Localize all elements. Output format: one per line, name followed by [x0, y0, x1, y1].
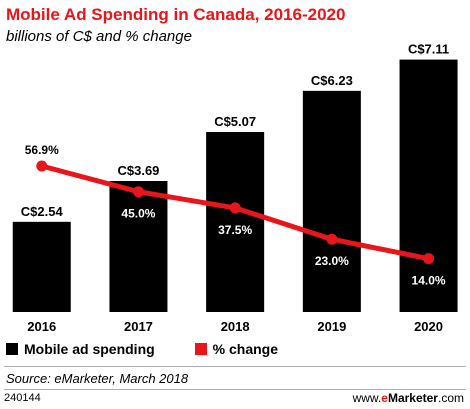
bar-2020: [399, 59, 458, 312]
x-axis-labels: 2016 2017 2018 2019 2020: [27, 319, 443, 334]
bar-value-label: C$2.54: [21, 204, 64, 219]
source-note: Source: eMarketer, March 2018: [6, 371, 189, 386]
line-value-label: 56.9%: [25, 143, 59, 157]
brand-footer: www.eMarketer.com: [353, 391, 464, 405]
bar-value-label: C$3.69: [117, 163, 159, 178]
divider: [4, 389, 466, 390]
legend-swatch-black: [6, 343, 18, 355]
brand-suffix: .com: [437, 391, 464, 405]
line-value-label: 14.0%: [412, 274, 446, 288]
brand-e: e: [381, 391, 388, 405]
line-value-label: 37.5%: [218, 223, 252, 237]
legend-label: % change: [212, 341, 279, 357]
line-point-2019: [326, 233, 338, 245]
line-value-label: 23.0%: [315, 254, 349, 268]
x-tick-label: 2019: [317, 319, 346, 334]
legend-item-mobile-ad-spending: Mobile ad spending: [6, 341, 155, 357]
x-tick-label: 2017: [124, 319, 153, 334]
divider: [4, 366, 466, 367]
line-point-2020: [423, 253, 435, 265]
chart-subtitle: billions of C$ and % change: [6, 28, 192, 45]
legend-item-percent-change: % change: [194, 341, 279, 357]
legend: Mobile ad spending % change: [6, 339, 318, 359]
legend-swatch-red: [194, 343, 207, 355]
x-tick-label: 2018: [221, 319, 250, 334]
brand-prefix: www.: [352, 391, 382, 405]
line-point-2016: [36, 160, 48, 172]
chart-title: Mobile Ad Spending in Canada, 2016-2020: [6, 5, 346, 24]
bar-2017: [109, 181, 168, 312]
bar-value-label: C$7.11: [408, 42, 449, 57]
line-group: 56.9% 45.0% 37.5% 23.0% 14.0%: [25, 143, 446, 288]
line-point-2018: [229, 202, 241, 214]
x-tick-label: 2016: [27, 319, 56, 334]
chart-canvas: C$2.54 C$3.69 C$5.07 C$6.23 C$7.11 56.9% 45.0…: [12, 42, 458, 334]
bar-2018: [206, 132, 265, 312]
line-point-2017: [132, 186, 144, 198]
bar-2016: [12, 221, 71, 312]
bar-value-label: C$5.07: [214, 114, 256, 129]
bar-2019: [302, 90, 361, 313]
line-value-label: 45.0%: [121, 207, 155, 221]
bars-group: C$2.54 C$3.69 C$5.07 C$6.23 C$7.11: [12, 42, 458, 313]
chart-id: 240144: [4, 392, 41, 404]
brand-name: Marketer: [387, 391, 438, 405]
legend-label: Mobile ad spending: [24, 341, 155, 357]
x-tick-label: 2020: [414, 319, 443, 334]
bar-value-label: C$6.23: [311, 73, 353, 88]
